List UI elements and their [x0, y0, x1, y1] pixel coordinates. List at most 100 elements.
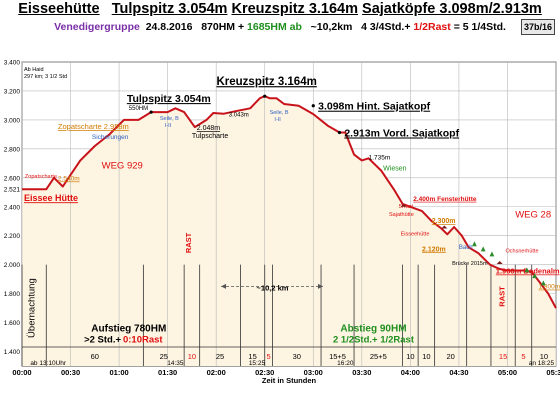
start-time-label: ab 13:10Uhr — [30, 360, 67, 367]
altitude-1735: 1.735m — [369, 154, 391, 161]
hut-icon — [496, 260, 503, 264]
altitude-2048: 2.048m — [197, 125, 221, 132]
peak-label-tulpspitz: Tulpspitz 3.054m — [127, 93, 211, 105]
title-part-hut: Eisseehütte — [18, 1, 100, 17]
segment-duration: 15 — [499, 352, 507, 361]
altitude-2300: 2.300m — [432, 218, 456, 225]
weg-28-label: WEG 28 — [515, 209, 551, 220]
y-tick-label: 1.400 — [4, 349, 21, 356]
x-tick-label: 04:00 — [401, 368, 420, 377]
distance-arrow-head — [317, 283, 323, 289]
bach-label: Bach — [459, 245, 473, 251]
segment-duration: 25 — [160, 352, 168, 361]
seile-grade-2: I-II — [274, 117, 281, 123]
y-tick-label: 3.200 — [4, 88, 21, 95]
seile-grade-1: I-II — [165, 123, 172, 129]
x-tick-label: 02:00 — [207, 368, 226, 377]
seile-label-1: Seile, B — [160, 116, 179, 122]
x-tick-label: 01:00 — [109, 368, 128, 377]
title-part-tulpspitz: Tulpspitz 3.054m — [111, 1, 228, 17]
x-tick-label: 05:30 — [546, 368, 560, 377]
peak-label-hint-sajatkopf: 3.098m Hint. Sajatkopf — [318, 101, 431, 113]
chart-title: Eisseehütte Tulpspitz 3.054m Kreuzspitz … — [0, 1, 560, 17]
seile-label-2: Seile, B — [270, 110, 289, 116]
x-tick-label: 01:30 — [158, 368, 177, 377]
peak-label-kreuzspitz: Kreuzspitz 3.164m — [216, 76, 316, 88]
chart-subtitle: Venedigergruppe 24.8.2016 870HM + 1685HM… — [0, 21, 560, 33]
segment-duration: 15 — [248, 352, 256, 361]
segment-duration: 20 — [446, 352, 454, 361]
segment-duration: 5 — [267, 352, 271, 361]
abstieg-label: Abstieg 90HM — [340, 323, 406, 334]
x-tick-label: 02:30 — [255, 368, 274, 377]
title-part-kreuzspitz: Kreuzspitz 3.164m — [231, 1, 359, 17]
fensterhuette-label: 2.400m Fensterhütte — [413, 196, 477, 203]
weg-929-label: WEG 929 — [102, 160, 143, 171]
y-tick-label: 2.521 — [4, 187, 21, 194]
segment-duration: 10 — [406, 352, 414, 361]
rast-label-1: RAST — [184, 232, 193, 253]
zopatscharte-small-label: Zopatscharte — [25, 174, 57, 180]
subtitle-distance: ~10,2km — [310, 21, 353, 33]
tree-icon — [532, 273, 538, 279]
tree-icon — [540, 280, 546, 286]
end-time-label: an 18:25 — [529, 360, 555, 367]
segment-duration: 30 — [293, 352, 301, 361]
x-tick-label: 03:00 — [304, 368, 323, 377]
segment-duration: 60 — [91, 352, 99, 361]
start-note: Ab Haid — [24, 67, 44, 73]
y-tick-label: 2.600 — [4, 175, 21, 182]
time-1620-label: 16:20 — [337, 360, 354, 367]
x-tick-label: 00:30 — [61, 368, 80, 377]
bruecke-label: Brücke 2015m — [452, 261, 488, 267]
peak-marker — [337, 130, 342, 135]
x-tick-label: 03:30 — [352, 368, 371, 377]
sicherungen-label: Sicherungen — [92, 134, 129, 141]
subtitle-time: 4 3/4Std.+ — [361, 21, 411, 33]
y-tick-label: 2.200 — [4, 233, 21, 240]
y-tick-label: 2.400 — [4, 204, 21, 211]
profile-line — [22, 95, 557, 309]
subtitle-total: = 5 1/4Std. — [453, 21, 506, 33]
segment-duration: 10 — [188, 352, 196, 361]
peak-marker — [149, 110, 153, 114]
y-tick-label: 1.600 — [4, 320, 21, 327]
ochsnerhuette-label: Ochsnerhütte — [506, 249, 539, 255]
zopatscharte-label: Zopatscharte 2.958m — [58, 122, 129, 131]
abstieg-time: 2 1/2Std.+ 1/2Rast — [333, 334, 415, 345]
distance-arrow-head — [221, 283, 227, 289]
peak-marker — [311, 104, 315, 108]
subtitle-date: 24.8.2016 — [145, 21, 193, 33]
segment-duration: 10 — [422, 352, 430, 361]
y-tick-label: 1.800 — [4, 291, 21, 298]
y-tick-label: 2.000 — [4, 262, 21, 269]
segment-duration: 5 — [521, 352, 525, 361]
segment-duration: 25 — [216, 352, 224, 361]
page-badge: 37b/16 — [521, 19, 555, 35]
altitude-2540: 2.540m — [58, 175, 80, 182]
time-1435-label: 14:35 — [167, 360, 184, 367]
y-tick-label: 3.000 — [4, 117, 21, 124]
start-hut-label: Eissee Hütte — [24, 193, 78, 203]
distance-label: ~10,2 km — [257, 283, 289, 292]
tree-icon — [489, 251, 495, 257]
segment-duration: 15+5 — [329, 352, 346, 361]
subtitle-group: Venedigergruppe — [54, 21, 140, 33]
x-tick-label: 05:00 — [498, 368, 517, 377]
altitude-1800: 1.800m — [539, 284, 560, 291]
peak-marker — [263, 94, 267, 98]
eisseehuette-label-2: Eisseehütte — [401, 231, 430, 237]
segment-duration: 25+5 — [370, 352, 387, 361]
y-tick-label: 2.800 — [4, 146, 21, 153]
y-tick-label: 3.400 — [4, 60, 21, 67]
x-tick-label: 00:00 — [12, 368, 31, 377]
subtitle-down: 1685HM ab — [247, 21, 302, 33]
title-part-sajatkoepfe: Sajatköpfe 3.098m/2.913m — [362, 1, 542, 17]
altitude-3043: 3.043m — [229, 113, 249, 119]
segment-duration: 10 — [540, 352, 548, 361]
hut-icon — [400, 203, 407, 207]
x-tick-label: 04:30 — [449, 368, 468, 377]
wiesen-label: Wiesen — [383, 165, 406, 172]
